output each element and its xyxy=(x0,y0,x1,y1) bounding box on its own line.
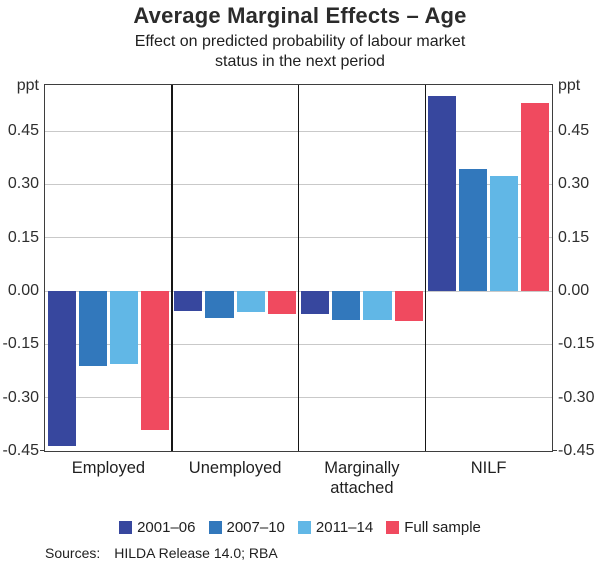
legend-swatch-icon xyxy=(119,521,133,534)
panel-divider xyxy=(424,85,426,451)
x-category-label: NILF xyxy=(470,459,507,477)
chart-subtitle: Effect on predicted probability of labou… xyxy=(0,32,600,72)
bar xyxy=(363,291,392,320)
y-tick-label-left: 0.00 xyxy=(7,282,39,300)
y-tick-label-right: -0.15 xyxy=(558,335,595,353)
bar xyxy=(174,291,203,311)
chart-title: Average Marginal Effects – Age xyxy=(133,3,467,28)
y-tick-label-left: 0.15 xyxy=(7,228,39,246)
y-tick-label-left: -0.45 xyxy=(2,442,39,459)
bar xyxy=(78,291,107,366)
bar xyxy=(521,102,550,292)
legend-swatch-icon xyxy=(386,521,400,534)
subtitle-line-2: status in the next period xyxy=(215,53,385,70)
bar xyxy=(427,95,456,292)
legend-item: Full sample xyxy=(386,519,481,536)
source-note: Sources: HILDA Release 14.0; RBA xyxy=(45,545,278,561)
y-tick-label-right: 0.00 xyxy=(558,282,590,300)
axis-tick-right xyxy=(552,449,557,451)
y-tick-label-right: -0.45 xyxy=(558,442,595,459)
x-category-label: Unemployed xyxy=(188,459,282,477)
legend-item: 2001–06 xyxy=(119,519,196,536)
y-tick-label-right: 0.45 xyxy=(558,122,590,140)
y-axis-unit-right: ppt xyxy=(558,77,581,94)
bar xyxy=(109,291,138,364)
y-tick-label-left: -0.30 xyxy=(2,388,39,406)
y-tick-label-right: 0.30 xyxy=(558,175,590,193)
bar xyxy=(394,291,423,322)
sources-text: HILDA Release 14.0; RBA xyxy=(114,545,278,561)
y-tick-label-left: 0.45 xyxy=(7,122,39,140)
axis-tick-left xyxy=(40,449,45,451)
bar xyxy=(236,291,265,313)
y-axis-unit-left: ppt xyxy=(16,77,39,94)
y-tick-label-left: 0.30 xyxy=(7,175,39,193)
legend-label: 2007–10 xyxy=(226,519,285,536)
bar xyxy=(458,168,488,292)
legend-label: Full sample xyxy=(404,519,481,536)
legend-swatch-icon xyxy=(297,521,311,534)
y-tick-label-right: 0.15 xyxy=(558,228,590,246)
x-category-label: Employed xyxy=(71,459,146,477)
bar xyxy=(141,291,170,430)
y-tick-label-left: -0.15 xyxy=(2,335,39,353)
bar xyxy=(490,175,519,292)
subtitle-line-1: Effect on predicted probability of labou… xyxy=(134,33,466,50)
panel-divider xyxy=(297,85,300,451)
plot-area xyxy=(45,85,552,451)
legend-item: 2007–10 xyxy=(208,519,285,536)
legend-label: 2001–06 xyxy=(137,519,196,536)
y-tick-label-right: -0.30 xyxy=(558,388,595,406)
sources-label: Sources: xyxy=(45,545,101,561)
bar xyxy=(301,291,330,315)
bar xyxy=(205,291,234,318)
bar xyxy=(332,291,361,320)
bar xyxy=(267,291,296,315)
panel-divider xyxy=(171,85,173,451)
x-category-label: Marginally attached xyxy=(324,459,400,497)
bar xyxy=(47,291,76,446)
legend-label: 2011–14 xyxy=(315,519,374,536)
legend: 2001–06 2007–10 2011–14 Full sample xyxy=(0,519,600,536)
legend-item: 2011–14 xyxy=(297,519,374,536)
legend-swatch-icon xyxy=(208,521,222,534)
